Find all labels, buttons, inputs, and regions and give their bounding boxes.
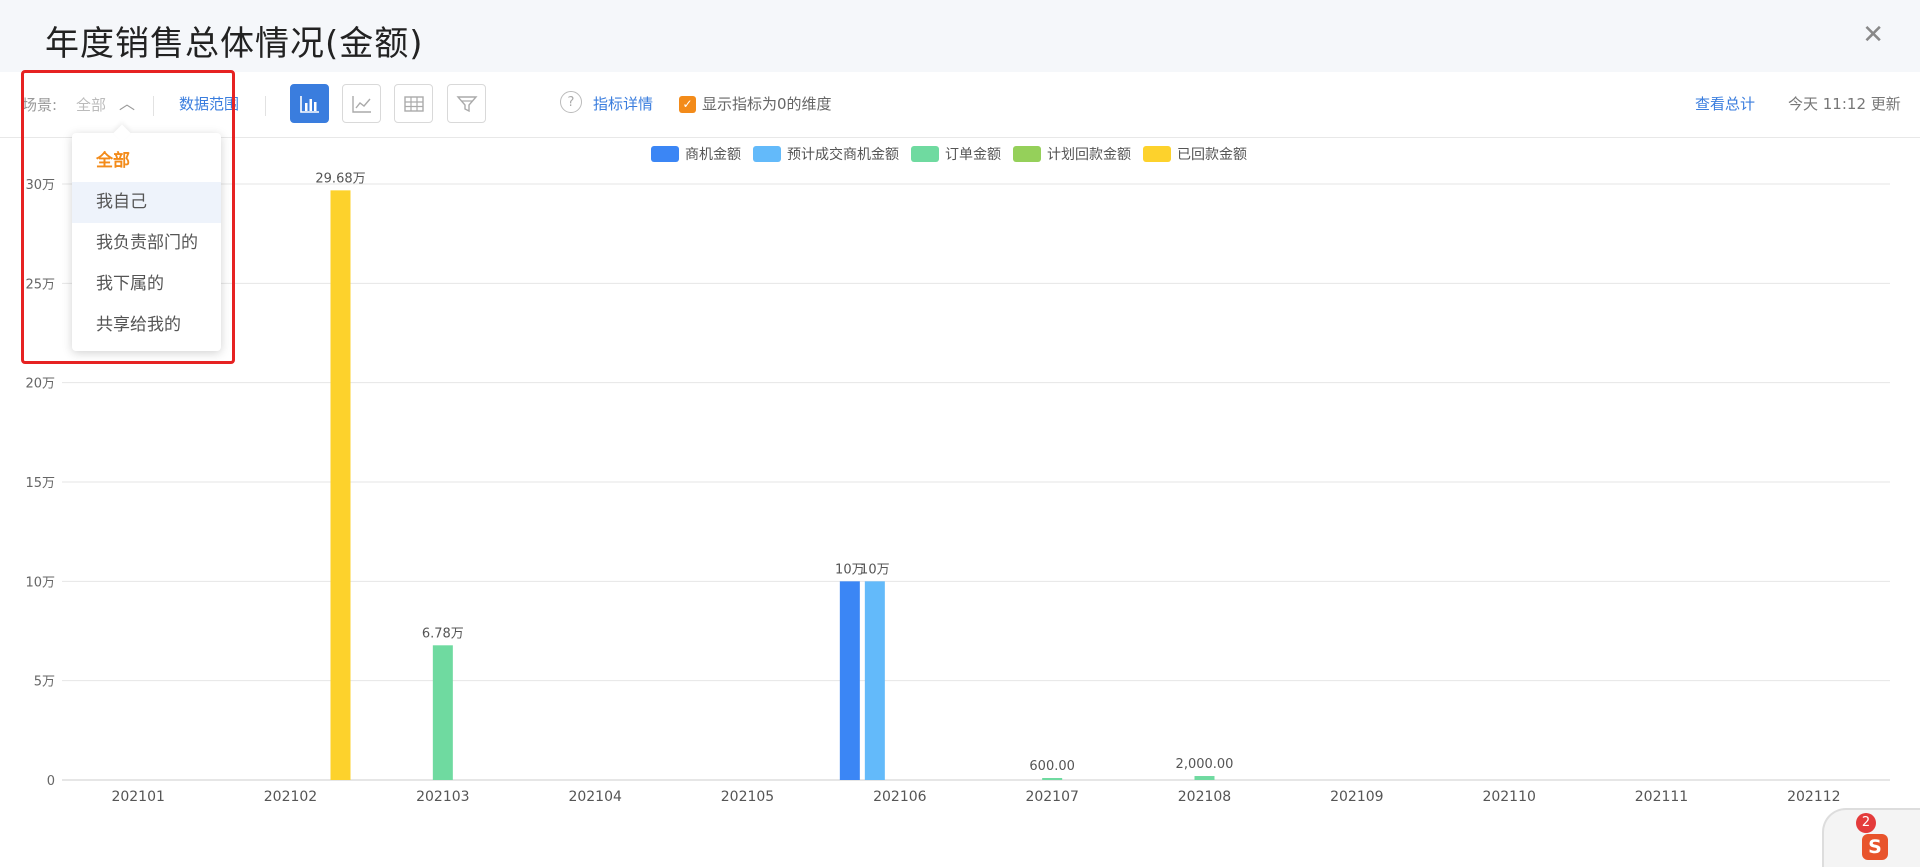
bar (839, 581, 860, 780)
scene-select[interactable]: 全部 (76, 96, 107, 114)
x-tick-label: 202111 (1635, 789, 1688, 805)
legend-label: 商机金额 (685, 147, 741, 163)
y-tick-label: 25万 (25, 277, 55, 292)
bar (1042, 778, 1063, 780)
legend-label: 计划回款金额 (1047, 147, 1131, 163)
legend-item[interactable]: 计划回款金额 (1013, 144, 1131, 164)
legend-swatch (753, 146, 781, 162)
dropdown-option-all[interactable]: 全部 (96, 151, 130, 171)
legend-swatch (1013, 146, 1041, 162)
view-total-link[interactable]: 查看总计 (1695, 95, 1756, 113)
data-label: 10万 (835, 562, 865, 577)
scene-dropdown: 全部 我自己 我负责部门的 我下属的 共享给我的 (72, 124, 221, 351)
bar (432, 645, 453, 780)
x-tick-label: 202112 (1787, 789, 1840, 805)
indicator-details-link[interactable]: 指标详情 (593, 95, 654, 113)
legend-label: 订单金额 (945, 147, 1001, 163)
divider (153, 96, 154, 116)
y-tick-label: 10万 (25, 575, 55, 590)
bar-chart-icon (299, 95, 319, 113)
x-tick-label: 202104 (568, 789, 622, 805)
help-icon[interactable]: ? (560, 91, 582, 113)
divider (265, 96, 266, 116)
y-tick-label: 20万 (25, 377, 55, 392)
show-zero-checkbox[interactable]: ✓ (679, 96, 696, 113)
table-button[interactable] (394, 84, 433, 123)
data-label: 2,000.00 (1176, 757, 1234, 772)
dropdown-option-my-department[interactable]: 我负责部门的 (96, 233, 198, 253)
legend-item[interactable]: 预计成交商机金额 (753, 144, 899, 164)
legend-swatch (911, 146, 939, 162)
show-zero-label: 显示指标为0的维度 (702, 95, 832, 113)
legend-item[interactable]: 商机金额 (651, 144, 741, 164)
x-tick-label: 202102 (264, 789, 317, 805)
dropdown-option-shared-with-me[interactable]: 共享给我的 (96, 315, 181, 335)
x-tick-label: 202105 (721, 789, 774, 805)
chart-legend: 商机金额 预计成交商机金额 订单金额 计划回款金额 已回款金额 (651, 144, 1247, 164)
funnel-button[interactable] (447, 84, 486, 123)
dialog-title: 年度销售总体情况(金额) (45, 24, 424, 64)
x-tick-label: 202103 (416, 789, 469, 805)
data-label: 29.68万 (315, 171, 365, 186)
toolbar: 场景: 全部 ︿ 数据范围 ? 指标详情 ✓ 显示指标为0的维度 查看总计 今天… (0, 72, 1920, 138)
x-tick-label: 202107 (1025, 789, 1078, 805)
x-tick-label: 202101 (111, 789, 164, 805)
table-icon (403, 95, 424, 112)
x-tick-label: 202106 (873, 789, 927, 805)
line-chart-icon (351, 95, 371, 113)
bar-chart-button[interactable] (290, 84, 329, 123)
notification-badge: 2 (1856, 813, 1876, 833)
update-time: 今天 11:12 更新 (1788, 95, 1901, 113)
funnel-icon (455, 95, 478, 112)
x-tick-label: 202108 (1178, 789, 1231, 805)
bar (1194, 776, 1215, 780)
chevron-up-icon[interactable]: ︿ (119, 94, 136, 113)
line-chart-button[interactable] (342, 84, 381, 123)
dropdown-option-subordinates[interactable]: 我下属的 (96, 274, 164, 294)
legend-item[interactable]: 订单金额 (911, 144, 1001, 164)
y-tick-label: 30万 (25, 178, 55, 193)
sogou-logo-icon[interactable]: S (1862, 834, 1888, 860)
close-icon[interactable]: ✕ (1862, 20, 1884, 50)
y-tick-label: 5万 (34, 675, 55, 690)
legend-label: 已回款金额 (1177, 147, 1247, 163)
legend-swatch (1143, 146, 1171, 162)
y-tick-label: 0 (47, 774, 55, 789)
data-label: 6.78万 (422, 626, 464, 641)
data-label: 600.00 (1029, 759, 1075, 774)
x-tick-label: 202109 (1330, 789, 1383, 805)
bar (330, 190, 351, 781)
legend-swatch (651, 146, 679, 162)
y-tick-label: 15万 (25, 476, 55, 491)
data-label: 10万 (860, 562, 890, 577)
dropdown-option-myself[interactable]: 我自己 (72, 182, 221, 223)
dialog-header: 年度销售总体情况(金额) ✕ (0, 0, 1920, 72)
data-range-link[interactable]: 数据范围 (179, 95, 240, 113)
legend-label: 预计成交商机金额 (787, 147, 899, 163)
bar (864, 581, 885, 780)
scene-label: 场景: (22, 96, 58, 114)
x-tick-label: 202110 (1482, 789, 1535, 805)
legend-item[interactable]: 已回款金额 (1143, 144, 1247, 164)
